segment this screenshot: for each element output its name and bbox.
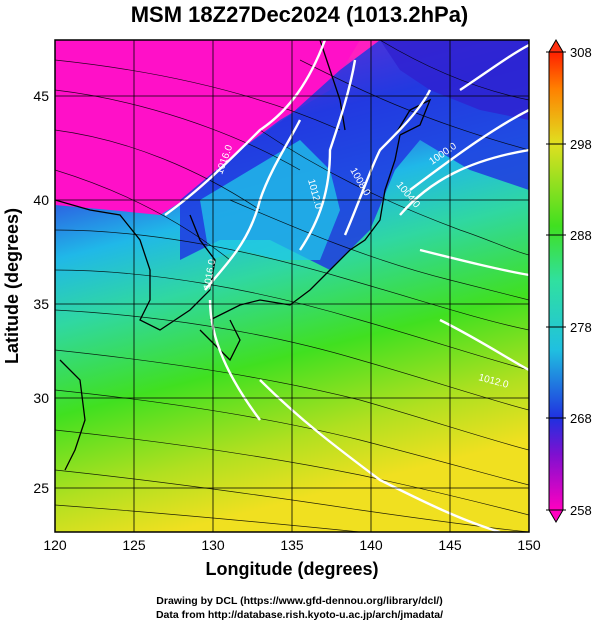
credit-drawing: Drawing by DCL (https://www.gfd-dennou.o… <box>156 595 443 607</box>
y-axis-label: Latitude (degrees) <box>2 208 22 364</box>
colorbar-top-arrow <box>548 39 564 53</box>
y-tick-label: 35 <box>33 296 49 312</box>
colorbar-bottom-arrow <box>548 509 564 523</box>
x-tick-label: 135 <box>280 537 304 553</box>
y-tick-labels: 25 30 35 40 45 <box>33 88 49 496</box>
y-tick-label: 25 <box>33 480 49 496</box>
streamlines <box>55 40 529 532</box>
colorbar-label: 308 <box>570 45 592 60</box>
contour-label: 1016.0 <box>202 258 218 290</box>
credit-data: Data from http://database.rish.kyoto-u.a… <box>155 609 444 621</box>
grid-lines <box>55 40 529 532</box>
colorbar-label: 298 <box>570 137 592 152</box>
x-tick-label: 120 <box>43 537 67 553</box>
x-tick-label: 140 <box>359 537 383 553</box>
colorbar-labels: 258 268 278 288 298 308 <box>570 45 592 518</box>
y-tick-label: 45 <box>33 88 49 104</box>
coastlines <box>55 40 432 471</box>
y-tick-label: 30 <box>33 390 49 406</box>
x-tick-label: 150 <box>517 537 541 553</box>
colorbar: 258 268 278 288 298 308 <box>546 39 592 523</box>
x-tick-label: 130 <box>201 537 225 553</box>
map-title: MSM 18Z27Dec2024 (1013.2hPa) <box>130 2 469 27</box>
x-tick-label: 125 <box>122 537 146 553</box>
colorbar-scale <box>548 51 564 511</box>
plot-frame <box>54 39 530 533</box>
x-axis-label: Longitude (degrees) <box>205 559 378 579</box>
colorbar-label: 268 <box>570 411 592 426</box>
colorbar-label: 258 <box>570 503 592 518</box>
x-tick-labels: 120 125 130 135 140 145 150 <box>43 537 541 553</box>
colorbar-label: 278 <box>570 320 592 335</box>
y-tick-label: 40 <box>33 192 49 208</box>
colorbar-label: 288 <box>570 228 592 243</box>
isobars <box>164 40 529 532</box>
x-tick-label: 145 <box>438 537 462 553</box>
